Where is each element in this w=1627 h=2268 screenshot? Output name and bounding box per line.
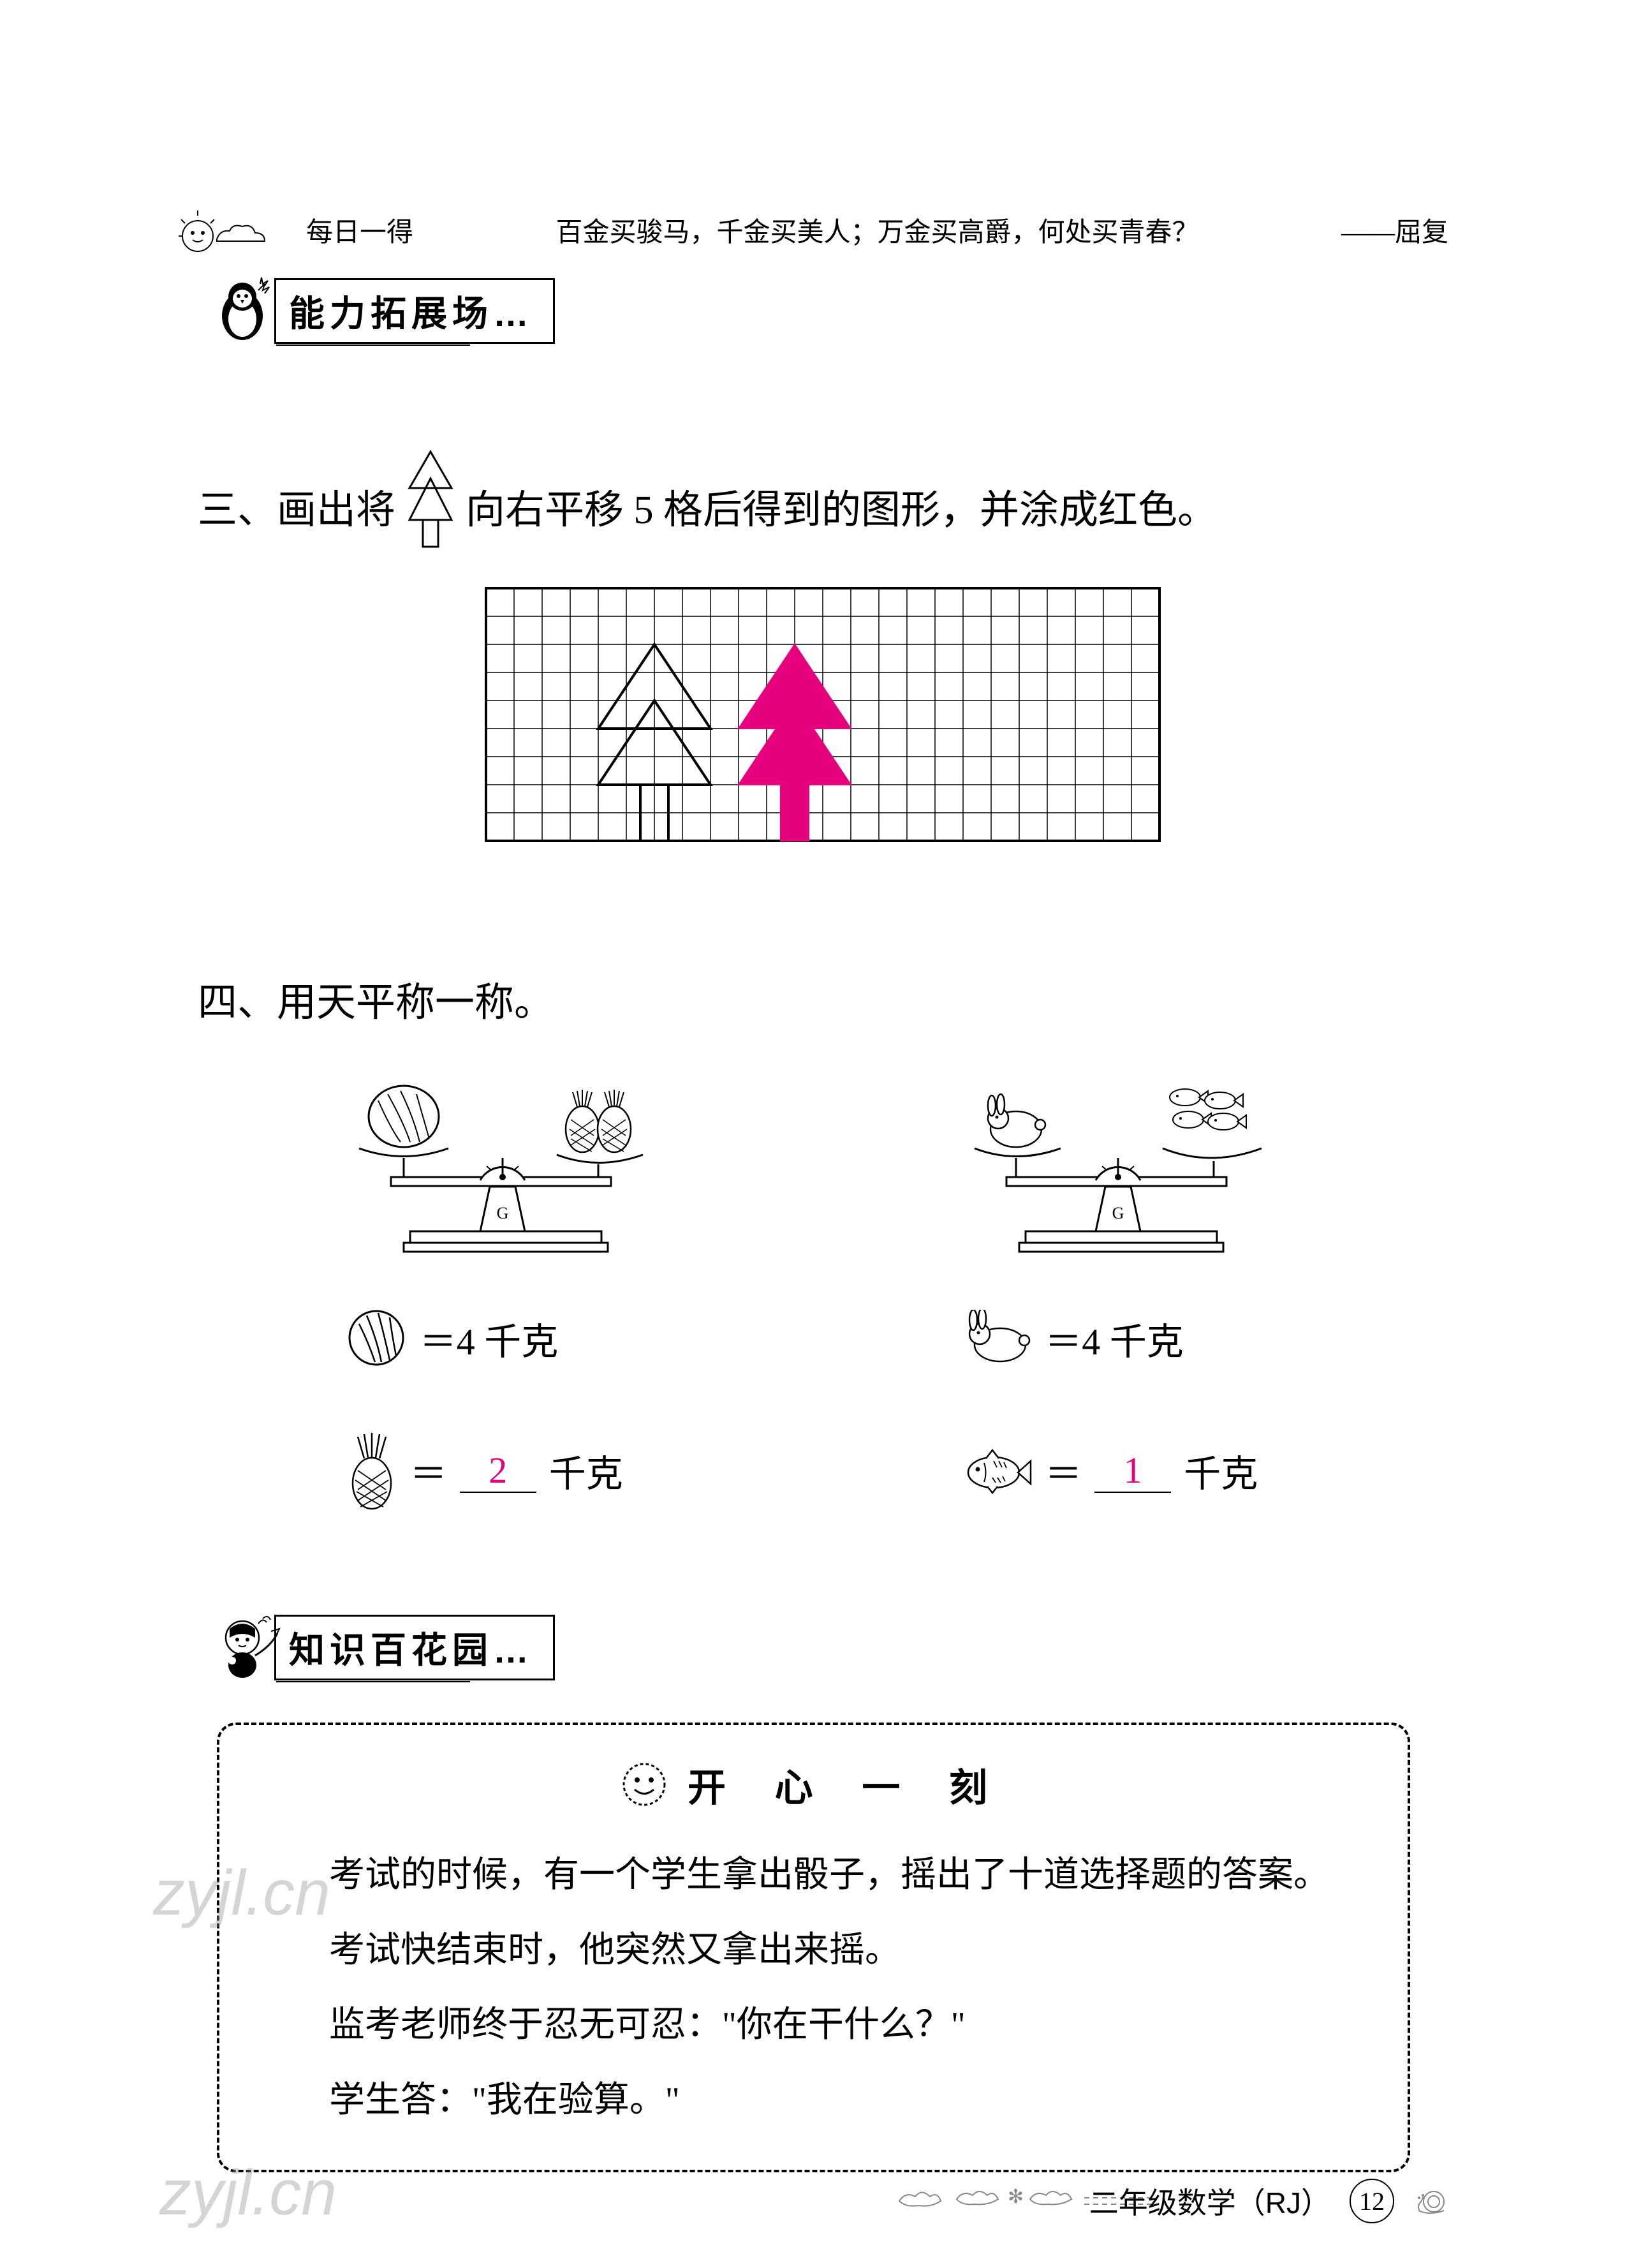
fish-weight: ＝ 1 千克 xyxy=(962,1429,1281,1512)
scale-right: G xyxy=(943,1053,1300,1270)
pineapple-icon xyxy=(346,1429,397,1512)
fish-icon xyxy=(962,1447,1032,1495)
unit-1: 千克 xyxy=(549,1444,623,1497)
pineapple-weight: ＝ 2 千克 xyxy=(346,1429,665,1512)
section-1-title: 能力拓展场… xyxy=(289,293,534,334)
section-2-title: 知识百花园… xyxy=(289,1630,534,1670)
story-p3: 监考老师终于忍无可忍："你在干什么？" xyxy=(258,1988,1369,2063)
translation-grid xyxy=(485,587,1163,845)
section-2-header: 知识百花园… xyxy=(210,1611,555,1684)
watermelon-weight-label: ＝4 千克 xyxy=(420,1312,559,1365)
footer-text: 二年级数学（RJ） xyxy=(1089,2180,1330,2222)
story-title: 开 心 一 刻 xyxy=(688,1757,1006,1812)
question-4-title: 四、用天平称一称。 xyxy=(198,970,554,1027)
scale-left: G xyxy=(327,1053,684,1270)
svg-text:✻: ✻ xyxy=(1008,2186,1024,2207)
page-number: 12 xyxy=(1350,2179,1394,2223)
scales-row: G xyxy=(198,1053,1429,1270)
page-header: 每日一得 百金买骏马，千金买美人；万金买高爵，何处买青春？ ——屈复 xyxy=(179,204,1448,255)
weight-row-2: ＝ 2 千克 ＝ 1 千克 xyxy=(198,1429,1429,1512)
q3-middle: 向右平移 5 格后得到的图形，并涂成红色。 xyxy=(466,479,1217,542)
story-p4: 学生答："我在验算。" xyxy=(258,2063,1369,2138)
section-2-title-box: 知识百花园… xyxy=(274,1615,555,1680)
equals-1: ＝ xyxy=(410,1444,447,1497)
section-1-header: 能力拓展场… xyxy=(210,274,555,348)
section-1-title-box: 能力拓展场… xyxy=(274,278,555,344)
equals-2: ＝ xyxy=(1045,1444,1082,1497)
story-p1: 考试的时候，有一个学生拿出骰子，摇出了十道选择题的答案。 xyxy=(258,1838,1369,1913)
tree-icon xyxy=(402,447,459,574)
fish-answer[interactable]: 1 xyxy=(1094,1449,1171,1493)
grid-svg xyxy=(485,587,1163,845)
smiley-icon xyxy=(621,1761,668,1809)
page-footer: 二年级数学（RJ） 12 xyxy=(1089,2179,1448,2223)
weight-row-1: ＝4 千克 ＝4 千克 xyxy=(198,1308,1429,1368)
svg-text:G: G xyxy=(1112,1204,1124,1222)
unit-2: 千克 xyxy=(1184,1444,1258,1497)
daily-label: 每日一得 xyxy=(306,211,413,249)
story-body: 考试的时候，有一个学生拿出骰子，摇出了十道选择题的答案。 考试快结束时，他突然又… xyxy=(258,1838,1369,2138)
pineapple-answer[interactable]: 2 xyxy=(460,1449,536,1493)
watermelon-icon xyxy=(346,1308,407,1368)
header-author: ——屈复 xyxy=(1341,211,1448,249)
snail-icon xyxy=(1413,2184,1448,2219)
q3-prefix: 三、画出将 xyxy=(198,479,395,542)
rabbit-icon xyxy=(962,1310,1032,1367)
story-title-row: 开 心 一 刻 xyxy=(258,1757,1369,1812)
story-p2: 考试快结束时，他突然又拿出来摇。 xyxy=(258,1913,1369,1989)
rabbit-weight: ＝4 千克 xyxy=(962,1308,1281,1368)
watermelon-weight: ＝4 千克 xyxy=(346,1308,665,1368)
svg-text:G: G xyxy=(496,1204,508,1222)
header-quote: 百金买骏马，千金买美人；万金买高爵，何处买青春？ xyxy=(426,211,1329,249)
sun-cloud-icon xyxy=(179,204,293,255)
story-box: 开 心 一 刻 考试的时候，有一个学生拿出骰子，摇出了十道选择题的答案。 考试快… xyxy=(217,1723,1410,2172)
question-3: 三、画出将 向右平移 5 格后得到的图形，并涂成红色。 xyxy=(198,447,1429,574)
rabbit-weight-label: ＝4 千克 xyxy=(1045,1312,1184,1365)
